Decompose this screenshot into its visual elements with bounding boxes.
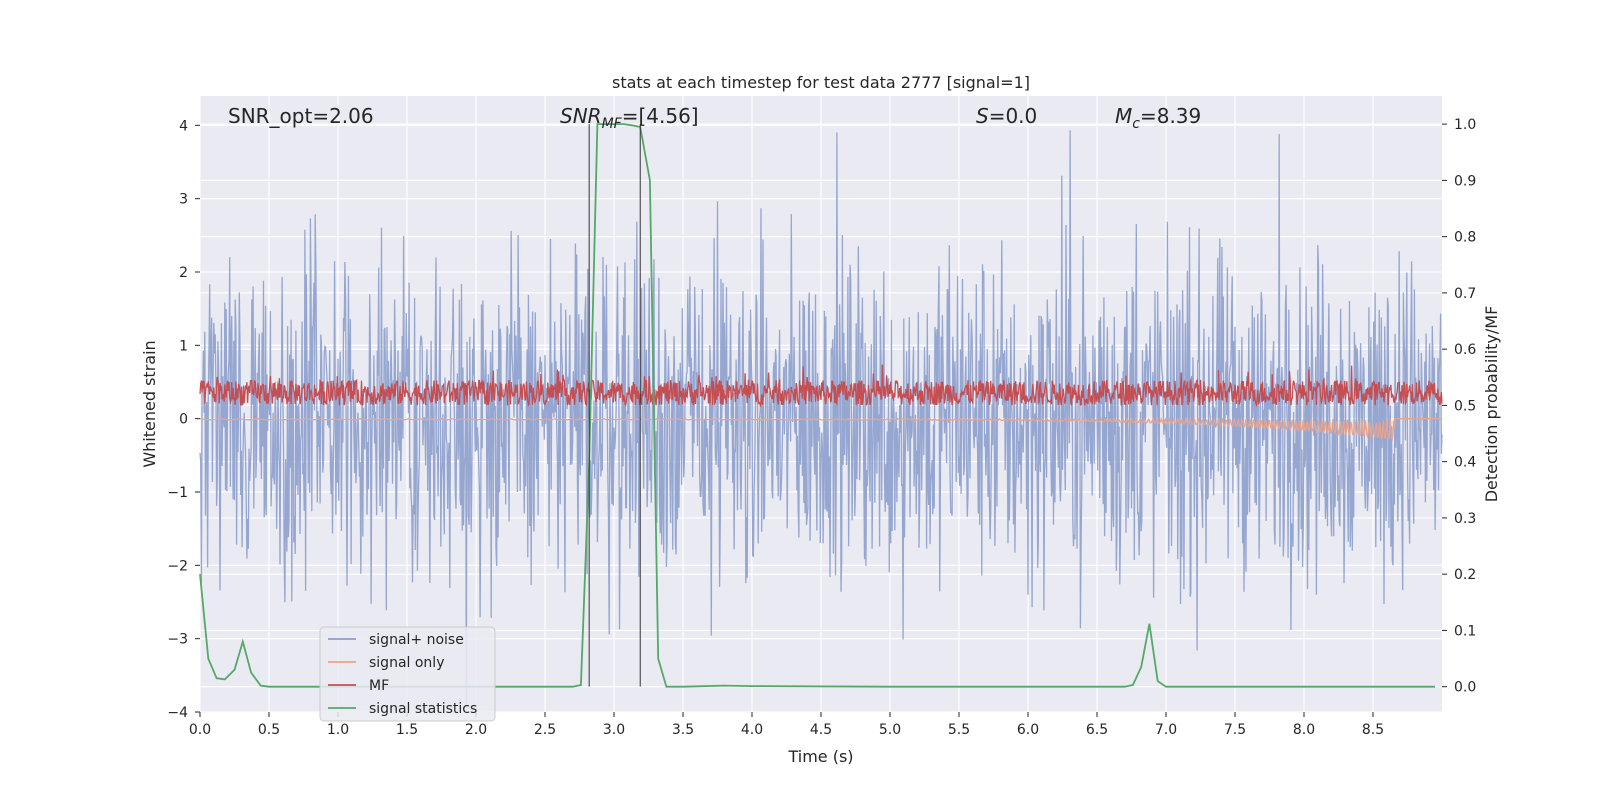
- x-tick-label: 5.5: [948, 722, 970, 738]
- s-value: =0.0: [989, 104, 1038, 128]
- y-tick-label: −3: [167, 632, 188, 648]
- legend-label-signal-statistics: signal statistics: [369, 701, 477, 717]
- chart-title: stats at each timestep for test data 277…: [612, 73, 1030, 92]
- y-tick-label: −1: [167, 485, 188, 501]
- y-right-tick-label: 0.8: [1454, 230, 1476, 246]
- x-tick-label: 6.0: [1017, 722, 1039, 738]
- y-right-tick-label: 0.4: [1454, 455, 1476, 471]
- x-tick-label: 8.0: [1293, 722, 1315, 738]
- y-tick-label: 1: [179, 338, 188, 354]
- y-right-tick-label: 0.6: [1454, 342, 1476, 358]
- s-symbol: S: [976, 104, 989, 128]
- x-tick-label: 0.5: [258, 722, 280, 738]
- y-axis-label: Whitened strain: [140, 340, 159, 467]
- y-right-axis-label: Detection probability/MF: [1482, 306, 1501, 503]
- x-tick-label: 5.0: [879, 722, 901, 738]
- x-tick-label: 4.5: [810, 722, 832, 738]
- y-right-tick-label: 0.3: [1454, 511, 1476, 527]
- vertical-markers: [588, 124, 641, 687]
- series-mf: [199, 364, 1443, 408]
- y-right-tick-label: 0.2: [1454, 567, 1476, 583]
- x-axis-label: Time (s): [787, 747, 853, 766]
- snr-mf-value: =[4.56]: [622, 104, 699, 128]
- mc-subscript: c: [1132, 116, 1140, 132]
- x-tick-label: 6.5: [1086, 722, 1108, 738]
- x-tick-label: 3.5: [672, 722, 694, 738]
- y-tick-label: 2: [179, 265, 188, 281]
- x-tick-label: 0.0: [189, 722, 211, 738]
- snr-mf-symbol: SNR: [560, 104, 602, 128]
- s-annotation: S=0.0: [976, 104, 1037, 128]
- y-right-tick-label: 0.1: [1454, 623, 1476, 639]
- y-right-tick-label: 0.9: [1454, 173, 1476, 189]
- legend-label-mf: MF: [369, 678, 389, 694]
- series-signal-statistics: [199, 123, 1436, 688]
- legend-box: [319, 626, 496, 722]
- series-layer: [199, 123, 1443, 705]
- series-signal-noise: [199, 130, 1443, 705]
- mc-value: =8.39: [1140, 104, 1201, 128]
- y-tick-label: −2: [167, 558, 188, 574]
- x-tick-label: 2.5: [534, 722, 556, 738]
- legend-label-signal-only: signal only: [369, 655, 444, 671]
- y-right-tick-label: 0.7: [1454, 286, 1476, 302]
- legend: signal+ noise signal only MF signal stat…: [319, 626, 496, 722]
- legend-label-signal-noise: signal+ noise: [369, 632, 464, 648]
- mc-symbol: M: [1115, 104, 1132, 128]
- y-tick-label: 4: [179, 118, 188, 134]
- x-tick-label: 3.0: [603, 722, 625, 738]
- snr-mf-annotation: SNRMF=[4.56]: [560, 104, 699, 132]
- x-tick-label: 7.0: [1155, 722, 1177, 738]
- x-tick-label: 2.0: [465, 722, 487, 738]
- x-tick-label: 1.5: [396, 722, 418, 738]
- snr-opt-annotation: SNR_opt=2.06: [228, 104, 374, 128]
- y-tick-label: 3: [179, 192, 188, 208]
- mc-annotation: Mc=8.39: [1115, 104, 1201, 132]
- x-tick-label: 4.0: [741, 722, 763, 738]
- y-tick-label: 0: [179, 412, 188, 428]
- y-tick-label: −4: [167, 705, 188, 721]
- x-tick-label: 8.5: [1362, 722, 1384, 738]
- x-tick-label: 1.0: [327, 722, 349, 738]
- series-signal-only: [199, 416, 1442, 442]
- y-right-tick-label: 1.0: [1454, 117, 1476, 133]
- y-right-tick-label: 0.0: [1454, 680, 1476, 696]
- snr-mf-subscript: MF: [602, 116, 623, 132]
- x-tick-label: 7.5: [1224, 722, 1246, 738]
- y-right-tick-label: 0.5: [1454, 398, 1476, 414]
- ticks: 0.0 0.5 1.0 1.5 2.0 2.5 3.0 3.5 4.0 4.5 5.0 5.5 6.0 6…: [167, 117, 1476, 738]
